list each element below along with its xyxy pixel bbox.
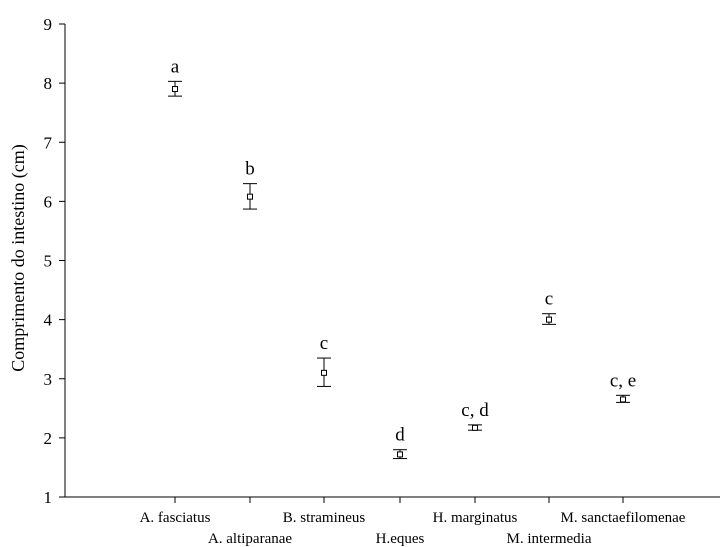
- significance-label: c: [320, 333, 328, 354]
- mean-marker: [172, 86, 178, 93]
- mean-marker: [397, 451, 403, 458]
- mean-marker: [247, 193, 253, 200]
- significance-label: d: [395, 425, 405, 446]
- y-tick-label: 8: [44, 74, 53, 93]
- category-label: M. sanctaefilomenae: [561, 510, 686, 526]
- category-labels: A. fasciatus A. altiparanae B. stramineus H…: [140, 510, 686, 547]
- mean-markers: [172, 86, 626, 458]
- mean-marker: [620, 396, 626, 403]
- mean-marker: [321, 369, 327, 376]
- y-tick-label: 4: [44, 311, 53, 330]
- significance-label: c, d: [461, 400, 489, 421]
- category-label: H.eques: [376, 531, 425, 547]
- y-tick-label: 3: [44, 370, 53, 389]
- category-label: A. fasciatus: [140, 510, 211, 526]
- y-ticks: 1 2 3 4 5 6 7 8 9: [44, 15, 624, 507]
- y-tick-label: 2: [44, 429, 53, 448]
- axes: [64, 24, 720, 498]
- category-label: H. marginatus: [433, 510, 518, 526]
- significance-labels: a b c d c, d c c, e: [171, 56, 636, 445]
- y-axis-title: Comprimento do intestino (cm): [8, 144, 29, 371]
- y-tick-label: 9: [44, 15, 53, 34]
- y-tick-label: 6: [44, 192, 53, 211]
- mean-marker: [472, 424, 478, 431]
- significance-label: a: [171, 56, 180, 77]
- significance-label: b: [245, 159, 255, 180]
- category-label: M. intermedia: [507, 531, 592, 547]
- category-label: A. altiparanae: [208, 531, 292, 547]
- y-tick-label: 5: [44, 252, 53, 271]
- error-bars: [168, 80, 630, 460]
- significance-label: c: [545, 289, 553, 310]
- y-tick-label: 1: [44, 488, 53, 507]
- y-tick-label: 7: [44, 133, 53, 152]
- category-label: B. stramineus: [283, 510, 366, 526]
- mean-marker: [546, 316, 552, 323]
- significance-label: c, e: [610, 370, 636, 391]
